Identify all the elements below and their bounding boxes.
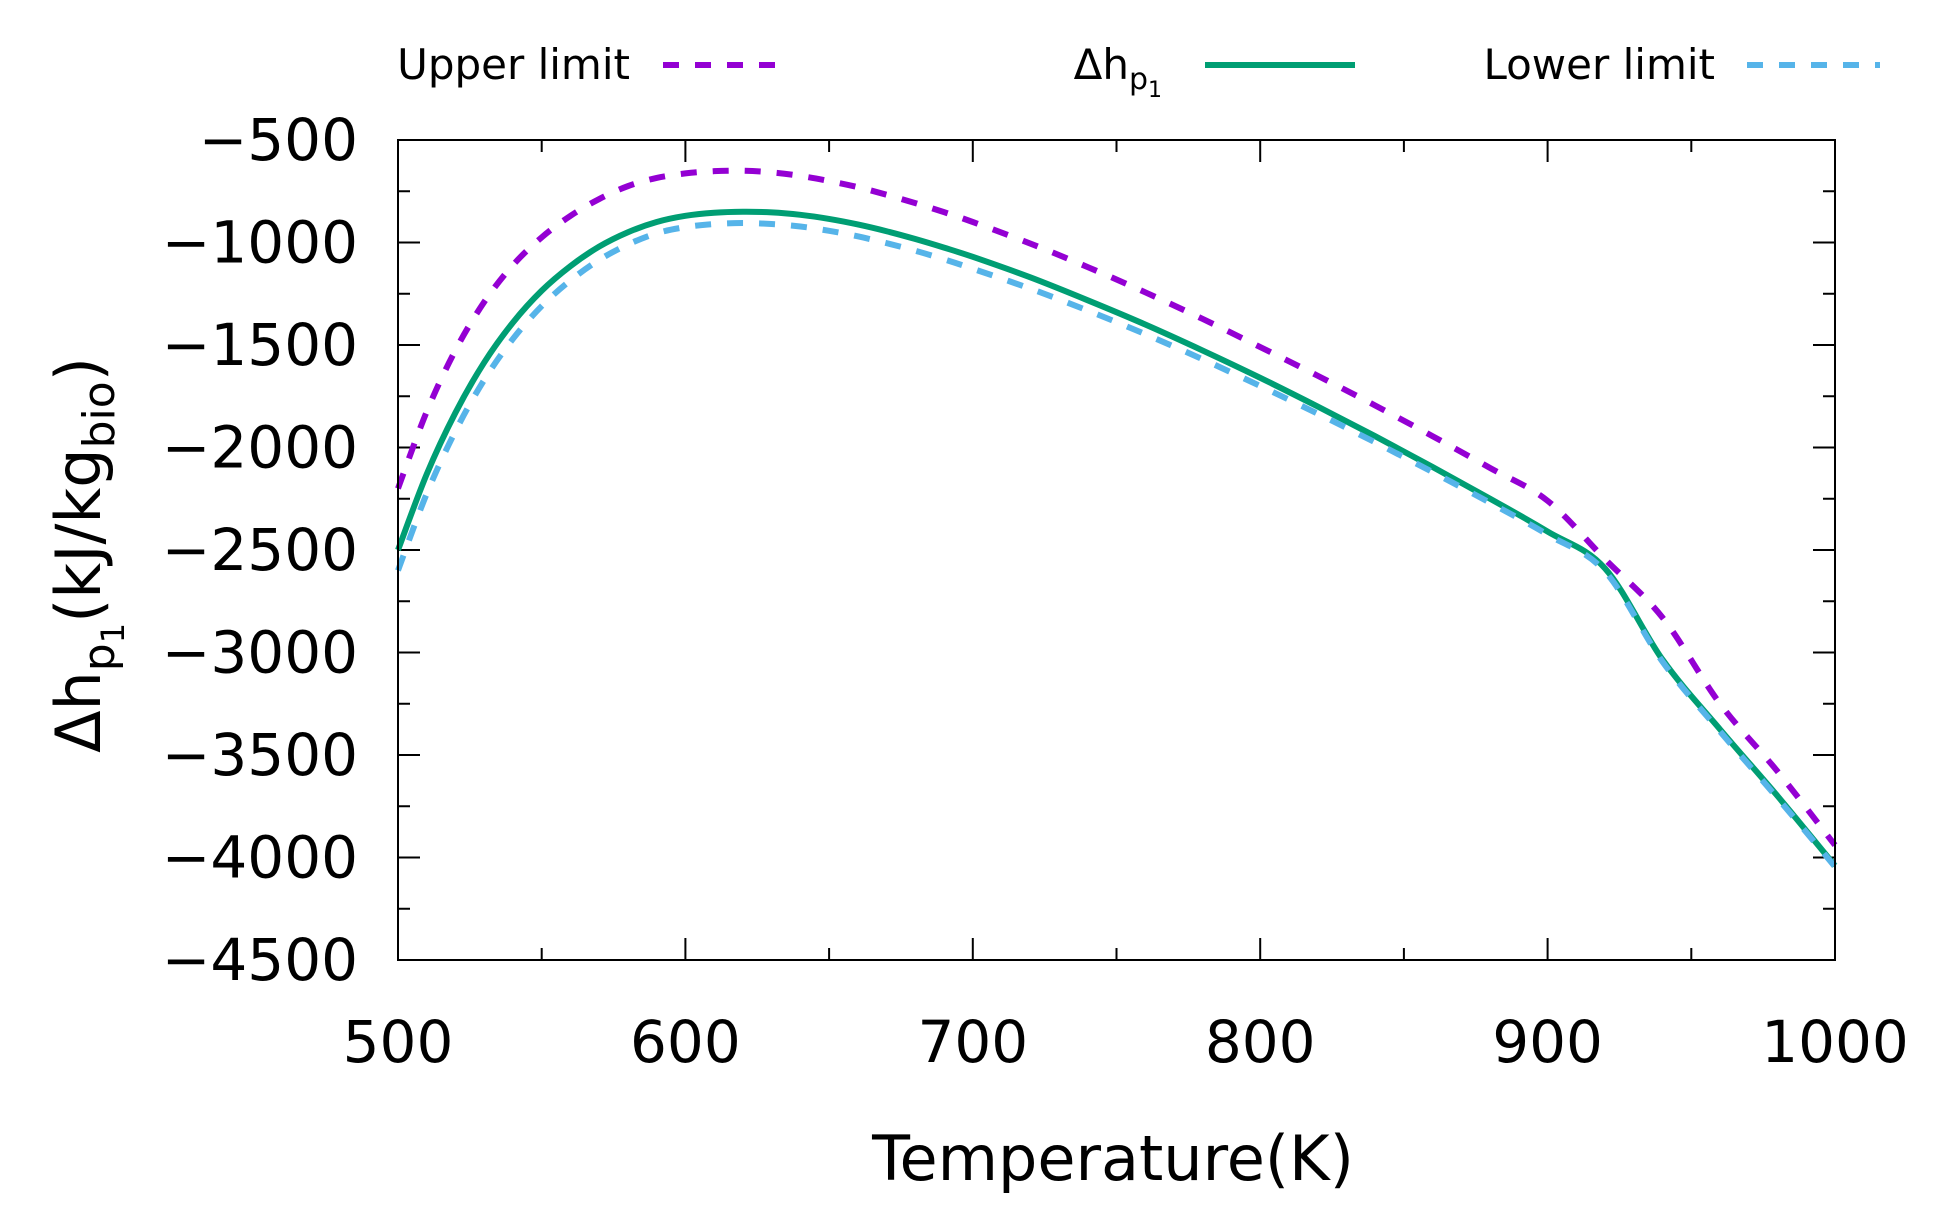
- upper-limit-line: [395, 167, 1838, 848]
- y-tick-labels: −500 −1000 −1500 −2000 −2500 −3000 −3500 −4000 −…: [162, 106, 358, 994]
- legend-label-lower-limit: Lower limit: [1483, 40, 1715, 89]
- data-series: [395, 167, 1838, 869]
- y-tick-label: −3500: [162, 721, 358, 789]
- y-tick-label: −1000: [162, 209, 358, 277]
- y-tick-label: −4000: [162, 824, 358, 892]
- plot-frame: [397, 139, 1836, 961]
- legend-label-delta-hp1: Δhp1: [1074, 40, 1162, 103]
- x-tick-label: 600: [630, 1008, 741, 1076]
- y-tick-label: −1500: [162, 311, 358, 379]
- y-tick-label: −3000: [162, 619, 358, 687]
- y-axis-title: Δhp1(kJ/kgbio): [42, 357, 132, 753]
- delta-hp1-line: [395, 208, 1838, 868]
- x-tick-labels: 500 600 700 800 900 1000: [343, 1008, 1909, 1076]
- x-tick-label: 800: [1205, 1008, 1316, 1076]
- y-tick-label: −2500: [162, 516, 358, 584]
- legend-label-upper-limit: Upper limit: [397, 40, 630, 89]
- x-tick-label: 500: [343, 1008, 454, 1076]
- y-tick-label: −2000: [162, 414, 358, 482]
- x-tick-label: 700: [917, 1008, 1028, 1076]
- y-tick-label: −500: [199, 106, 358, 174]
- x-axis-title: Temperature(K): [871, 1122, 1354, 1195]
- x-tick-label: 1000: [1761, 1008, 1909, 1076]
- y-tick-label: −4500: [162, 926, 358, 994]
- legend: Upper limit Δhp1 Lower limit: [397, 40, 1880, 103]
- x-tick-label: 900: [1492, 1008, 1603, 1076]
